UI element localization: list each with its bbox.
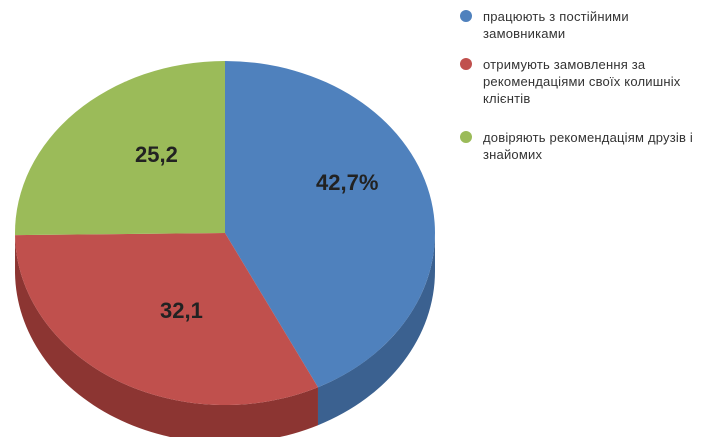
legend-item-blue: працюють з постійними замовниками xyxy=(460,8,710,42)
pie-slice-label-2: 25,2 xyxy=(135,142,178,167)
pie-slice-0 xyxy=(225,61,436,388)
pie-slice-2 xyxy=(14,61,225,236)
legend: працюють з постійними замовниками отриму… xyxy=(460,8,710,177)
pie-slice-1 xyxy=(15,233,318,405)
legend-marker-icon xyxy=(460,58,472,70)
legend-marker-icon xyxy=(460,131,472,143)
legend-marker-icon xyxy=(460,10,472,22)
pie-slice-side-1 xyxy=(15,235,318,437)
legend-label: отримують замовлення за рекомендаціями с… xyxy=(483,57,681,106)
pie-slice-side-0 xyxy=(317,233,435,426)
legend-label: довіряють рекомендаціям друзів і знайоми… xyxy=(483,130,693,162)
pie-labels-group: 42,7% 32,1 25,2 xyxy=(135,142,378,323)
pie-slices-group xyxy=(14,61,436,405)
pie-slice-label-1: 32,1 xyxy=(160,298,203,323)
legend-label: працюють з постійними замовниками xyxy=(483,9,629,41)
pie-slice-label-0: 42,7% xyxy=(316,170,378,195)
legend-item-green: довіряють рекомендаціям друзів і знайоми… xyxy=(460,129,710,163)
pie-depth-group xyxy=(15,233,435,437)
legend-item-red: отримують замовлення за рекомендаціями с… xyxy=(460,56,710,107)
